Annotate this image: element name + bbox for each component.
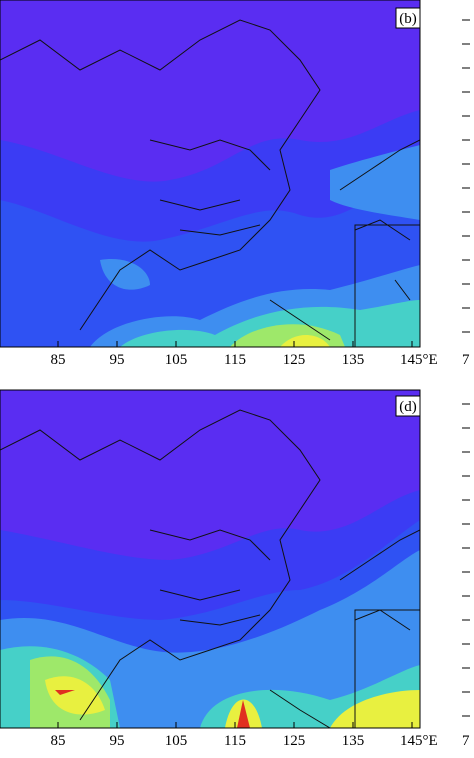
x-tick-label: 125 xyxy=(283,352,306,368)
x-tick-label: 105 xyxy=(165,733,188,749)
x-tick-label: 85 xyxy=(51,733,66,749)
next-panel-label: 7 xyxy=(462,352,470,368)
panel-label-box xyxy=(395,395,421,417)
next-panel-ticks xyxy=(462,19,470,717)
x-tick-label: 95 xyxy=(110,733,125,749)
panel-label: (d) xyxy=(399,399,417,415)
x-tick-label: 145°E xyxy=(400,733,438,749)
x-tick-label: 95 xyxy=(110,352,125,368)
x-tick-label: 135 xyxy=(342,352,365,368)
x-tick-label: 145°E xyxy=(400,352,438,368)
x-tick-label: 115 xyxy=(224,733,246,749)
panel-label-box xyxy=(395,7,421,29)
map-frame xyxy=(0,389,421,729)
x-tick-label: 135 xyxy=(342,733,365,749)
next-panel-label: 7 xyxy=(462,733,470,749)
x-tick-label: 125 xyxy=(283,733,306,749)
x-tick-label: 105 xyxy=(165,352,188,368)
x-tick-label: 85 xyxy=(51,352,66,368)
map-panel-d xyxy=(0,390,420,728)
panel-label: (b) xyxy=(399,11,417,27)
x-tick-label: 115 xyxy=(224,352,246,368)
map-panel-b xyxy=(0,0,420,347)
map-frame xyxy=(0,0,421,348)
